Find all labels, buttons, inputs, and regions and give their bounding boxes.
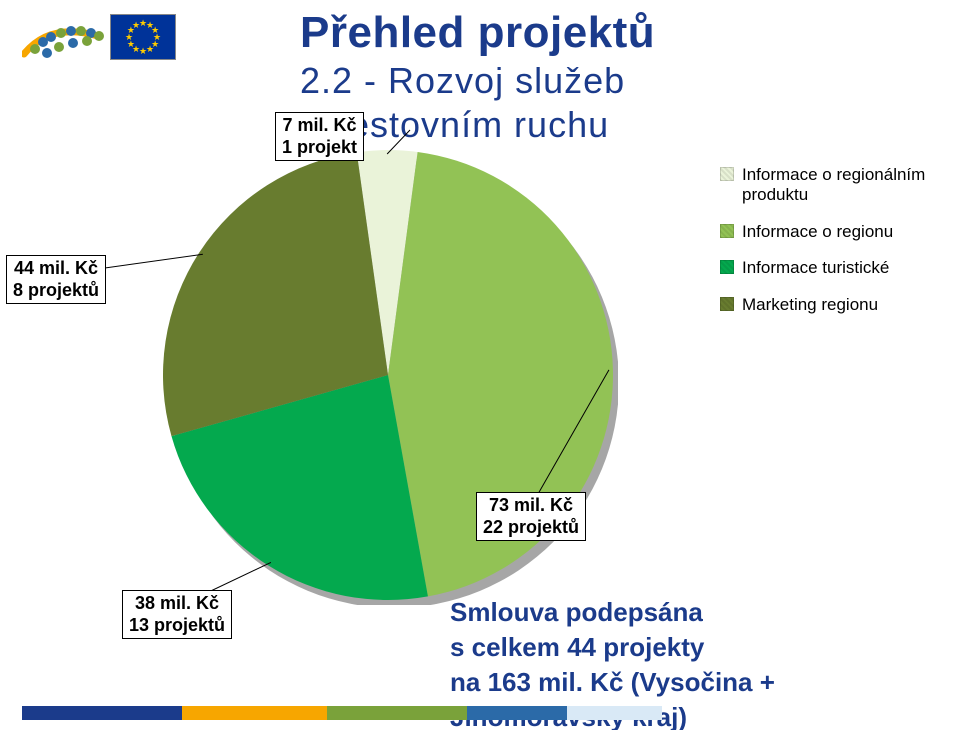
- header-logos: ★★★★★★★★★★★★: [22, 14, 176, 60]
- callout-marketing: 44 mil. Kč8 projektů: [6, 255, 106, 304]
- legend-label: Marketing regionu: [742, 295, 878, 315]
- footer-segment: [467, 706, 567, 720]
- eu-stars: ★★★★★★★★★★★★: [123, 17, 163, 57]
- callout-projects: 13 projektů: [129, 615, 225, 637]
- callout-info_region: 73 mil. Kč22 projektů: [476, 492, 586, 541]
- footer-segment: [567, 706, 662, 720]
- callout-info_produkt: 7 mil. Kč1 projekt: [275, 112, 364, 161]
- title-line2: 2.2 - Rozvoj služeb: [300, 60, 655, 102]
- legend-item: Informace o regionálním produktu: [720, 165, 942, 206]
- legend-swatch: [720, 224, 734, 238]
- callout-projects: 22 projektů: [483, 517, 579, 539]
- eu-flag: ★★★★★★★★★★★★: [110, 14, 176, 60]
- callout-value: 38 mil. Kč: [129, 593, 225, 615]
- summary-line1: Smlouva podepsána: [450, 595, 775, 630]
- title-line1: Přehled projektů: [300, 8, 655, 58]
- legend-swatch: [720, 167, 734, 181]
- callout-value: 7 mil. Kč: [282, 115, 357, 137]
- summary-line3: na 163 mil. Kč (Vysočina +: [450, 665, 775, 700]
- footer-segment: [22, 706, 182, 720]
- legend-label: Informace o regionu: [742, 222, 893, 242]
- footer-segment: [327, 706, 467, 720]
- legend-label: Informace o regionálním produktu: [742, 165, 942, 206]
- footer-color-bar: [22, 706, 662, 720]
- legend-item: Marketing regionu: [720, 295, 942, 315]
- legend-swatch: [720, 260, 734, 274]
- legend-label: Informace turistické: [742, 258, 889, 278]
- summary-line2: s celkem 44 projekty: [450, 630, 775, 665]
- footer-segment: [182, 706, 327, 720]
- legend-item: Informace turistické: [720, 258, 942, 278]
- callout-projects: 8 projektů: [13, 280, 99, 302]
- program-logo: [22, 14, 100, 60]
- callout-info_turist: 38 mil. Kč13 projektů: [122, 590, 232, 639]
- slide: { "title": { "line1": "Přehled projektů"…: [0, 0, 960, 730]
- callout-projects: 1 projekt: [282, 137, 357, 159]
- legend-swatch: [720, 297, 734, 311]
- legend: Informace o regionálním produktu Informac…: [720, 165, 942, 331]
- legend-item: Informace o regionu: [720, 222, 942, 242]
- callout-value: 44 mil. Kč: [13, 258, 99, 280]
- callout-value: 73 mil. Kč: [483, 495, 579, 517]
